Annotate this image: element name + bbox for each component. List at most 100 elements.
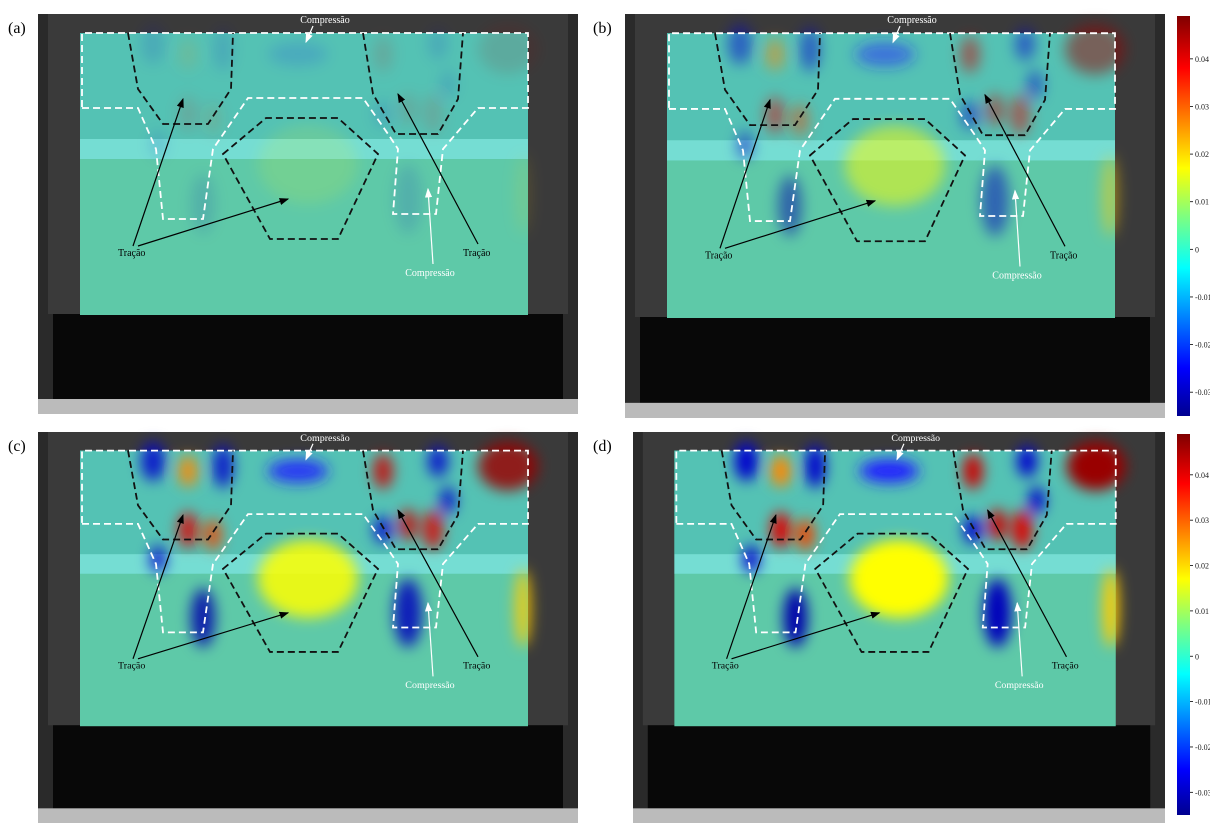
strain-blob: [428, 28, 448, 60]
annotation-arrow: [724, 199, 877, 249]
strain-blob: [440, 486, 456, 515]
colorbar-tick-label: -0.03: [1195, 788, 1210, 797]
annotation-arrow: [987, 509, 1068, 658]
strain-blob: [1102, 568, 1119, 648]
colorbar-tick-label: -0.01: [1195, 698, 1210, 707]
strain-blob: [191, 588, 215, 648]
strain-blob: [178, 455, 198, 487]
strain-blobs: [734, 441, 1126, 648]
strain-blob: [178, 38, 198, 70]
colorbar-tick-label: 0.02: [1195, 562, 1209, 571]
panel: Compressão Tração Tração Compressão: [633, 432, 1165, 824]
strain-blob: [1017, 445, 1037, 477]
strain-blob: [515, 568, 531, 648]
annotation: Tração: [712, 661, 739, 672]
annotation: Compressão: [405, 680, 454, 691]
annotation-arrow: [719, 98, 771, 249]
annotation-arrow: [305, 443, 314, 461]
colorbar-tick-label: 0.01: [1195, 198, 1209, 207]
strain-blob: [796, 518, 815, 551]
annotation: Tração: [705, 250, 732, 261]
panel: Compressão Tração Tração Compressão: [38, 14, 578, 414]
strain-blob: [213, 27, 233, 71]
floor-strip: [625, 402, 1165, 418]
region-outline: [714, 33, 821, 127]
strain-blob: [849, 539, 949, 618]
region-outline: [127, 450, 234, 541]
region-outline: [362, 32, 464, 135]
strain-blob: [765, 38, 785, 71]
strain-blob: [478, 441, 538, 491]
strain-blob: [258, 124, 358, 204]
colorbar-tick-label: 0.02: [1195, 150, 1209, 159]
strain-blob: [778, 175, 802, 237]
strain-blob: [963, 453, 983, 489]
annotation-arrow: [132, 513, 184, 659]
strain-blobs: [728, 24, 1125, 237]
strain-blob: [150, 545, 166, 573]
region-outline: [814, 532, 970, 653]
base-region: [53, 314, 563, 399]
colorbar-tick-label: 0: [1195, 652, 1199, 661]
annotation: Compressão: [887, 15, 936, 26]
strain-blob: [399, 93, 417, 125]
annotation: Tração: [463, 248, 490, 259]
panel-label: (d): [593, 438, 612, 455]
strain-blob: [423, 94, 443, 134]
colorbar-tick-label: 0.03: [1195, 102, 1209, 111]
strain-blob: [258, 539, 358, 618]
annotation-arrow: [305, 25, 314, 44]
annotation-arrow: [726, 513, 777, 659]
strain-blob: [1015, 28, 1035, 61]
strain-blobs: [141, 24, 538, 234]
annotation-arrow: [397, 92, 479, 245]
strain-blob: [961, 100, 979, 130]
annotation: Compressão: [891, 433, 940, 444]
strain-blob: [373, 36, 393, 72]
strain-blob: [394, 164, 422, 234]
strain-blob: [986, 93, 1004, 127]
annotation-arrow: [892, 25, 901, 44]
panel-label: (b): [593, 20, 612, 37]
region-outline: [720, 450, 826, 541]
strain-blob: [988, 509, 1007, 541]
strain-blob: [478, 24, 538, 74]
annotation-arrow: [397, 509, 479, 658]
colorbar-tick-label: 0.04: [1195, 471, 1209, 480]
region-outline: [952, 450, 1053, 551]
floor-strip: [38, 399, 578, 414]
annotation-arrow: [137, 611, 290, 660]
region-outline: [949, 33, 1051, 137]
strain-blob: [964, 516, 982, 544]
strain-blob: [373, 453, 393, 489]
strain-blob: [1029, 486, 1045, 515]
annotation: Tração: [1050, 250, 1077, 261]
annotation: Compressão: [405, 268, 454, 279]
panel: Compressão Tração Tração Compressão: [38, 432, 578, 824]
strain-blob: [515, 154, 531, 234]
strain-blob: [213, 444, 233, 488]
strain-blob: [1065, 24, 1125, 75]
strain-blob: [734, 441, 759, 481]
colorbar-tick-label: 0.04: [1195, 55, 1209, 64]
strain-blob: [737, 131, 753, 160]
strain-blob: [178, 96, 198, 132]
base-region: [647, 725, 1151, 809]
strain-blob: [141, 441, 165, 481]
colorbar-tick-label: -0.02: [1195, 743, 1210, 752]
panel-label: (c): [8, 438, 26, 455]
strain-blob: [428, 445, 448, 477]
strain-blob: [374, 516, 392, 544]
strain-blob: [268, 42, 328, 66]
strain-blob: [791, 103, 809, 137]
colorbar-tick-label: 0: [1195, 245, 1199, 254]
strain-blob: [150, 130, 166, 158]
strain-blob: [268, 459, 328, 483]
strain-blob: [983, 578, 1012, 648]
strain-blob: [770, 512, 791, 548]
strain-blob: [845, 125, 945, 206]
annotation: Compressão: [300, 15, 349, 26]
annotation: Compressão: [300, 433, 349, 444]
annotation-arrow: [1014, 601, 1023, 677]
